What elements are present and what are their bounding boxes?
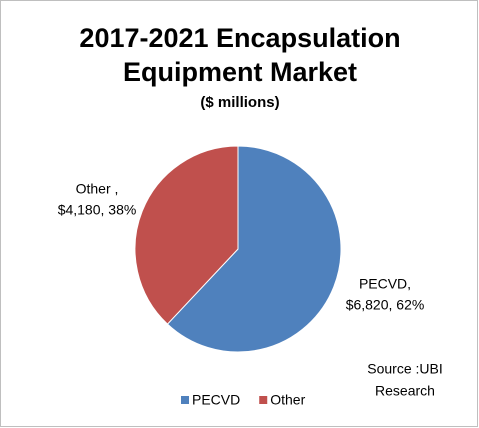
data-label: $6,820, 62% bbox=[346, 297, 425, 313]
annotation: Source :UBI bbox=[367, 361, 442, 377]
chart-title: 2017-2021 Encapsulation bbox=[79, 23, 400, 53]
data-label-name: Other , bbox=[76, 181, 119, 197]
data-label: $4,180, 38% bbox=[58, 202, 137, 218]
annotation: Research bbox=[375, 383, 435, 399]
data-label-name: PECVD, bbox=[359, 276, 411, 292]
chart-title: Equipment Market bbox=[123, 57, 357, 87]
pie-slice bbox=[134, 145, 239, 325]
chart-subtitle: ($ millions) bbox=[200, 94, 279, 111]
pie-slice bbox=[166, 145, 342, 353]
legend-label: Other bbox=[270, 392, 305, 408]
legend-swatch bbox=[181, 396, 189, 404]
legend-swatch bbox=[259, 396, 268, 404]
legend-label: PECVD bbox=[192, 392, 240, 408]
